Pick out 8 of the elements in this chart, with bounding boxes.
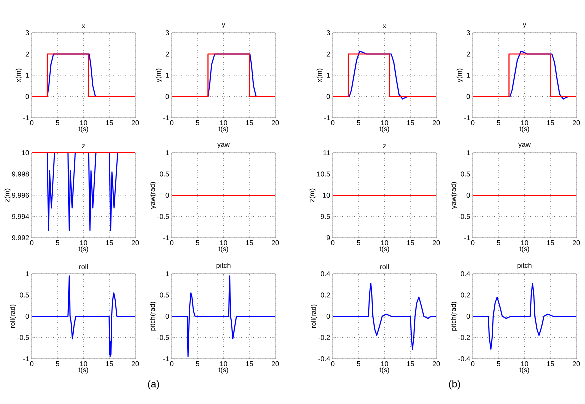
line-series [31,54,136,98]
text: (a) [148,380,160,390]
line-series [472,283,578,350]
text: (b) [449,380,460,390]
line-series [332,283,438,350]
line-series [46,152,118,232]
line-series [171,276,276,358]
line-series [31,276,136,358]
